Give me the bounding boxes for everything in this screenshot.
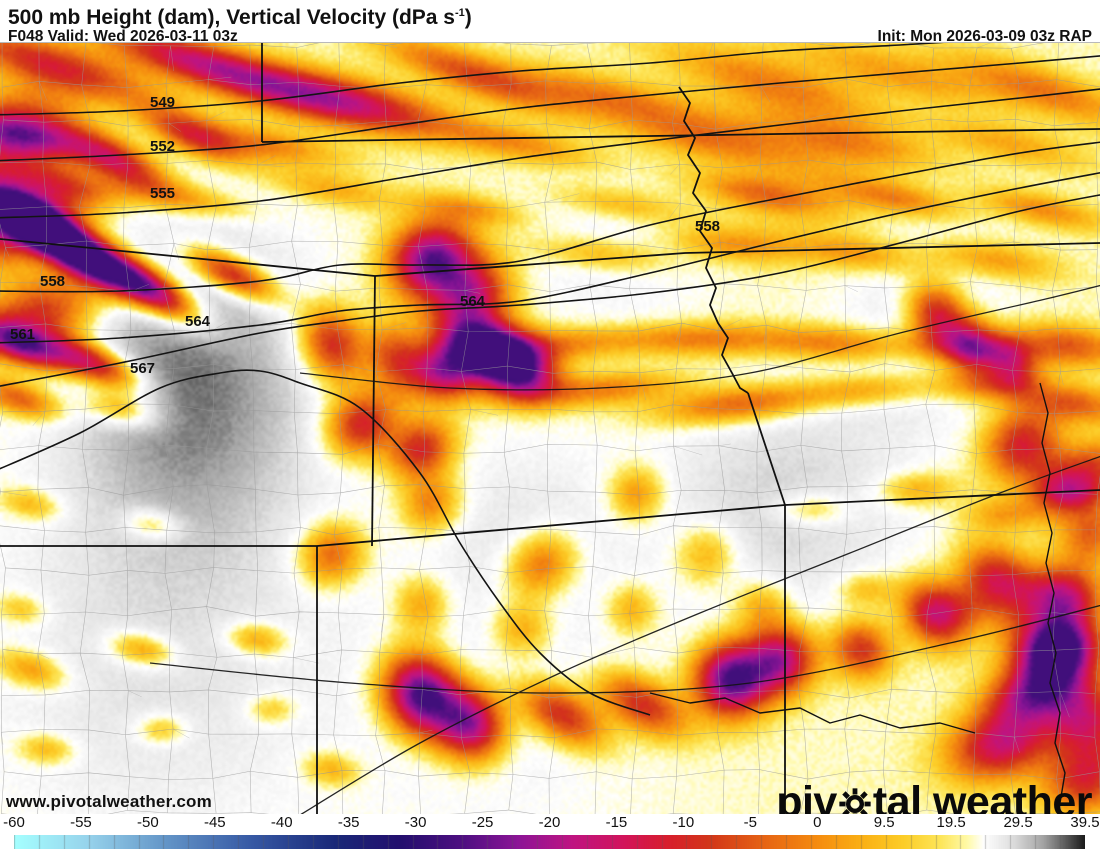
svg-text:552: 552	[150, 138, 175, 155]
svg-text:564: 564	[460, 293, 486, 310]
svg-text:567: 567	[130, 360, 155, 377]
svg-text:564: 564	[185, 313, 211, 330]
svg-text:561: 561	[10, 326, 35, 343]
svg-text:558: 558	[40, 273, 65, 290]
svg-text:549: 549	[150, 94, 175, 111]
svg-text:558: 558	[695, 218, 720, 235]
svg-text:555: 555	[150, 185, 175, 202]
